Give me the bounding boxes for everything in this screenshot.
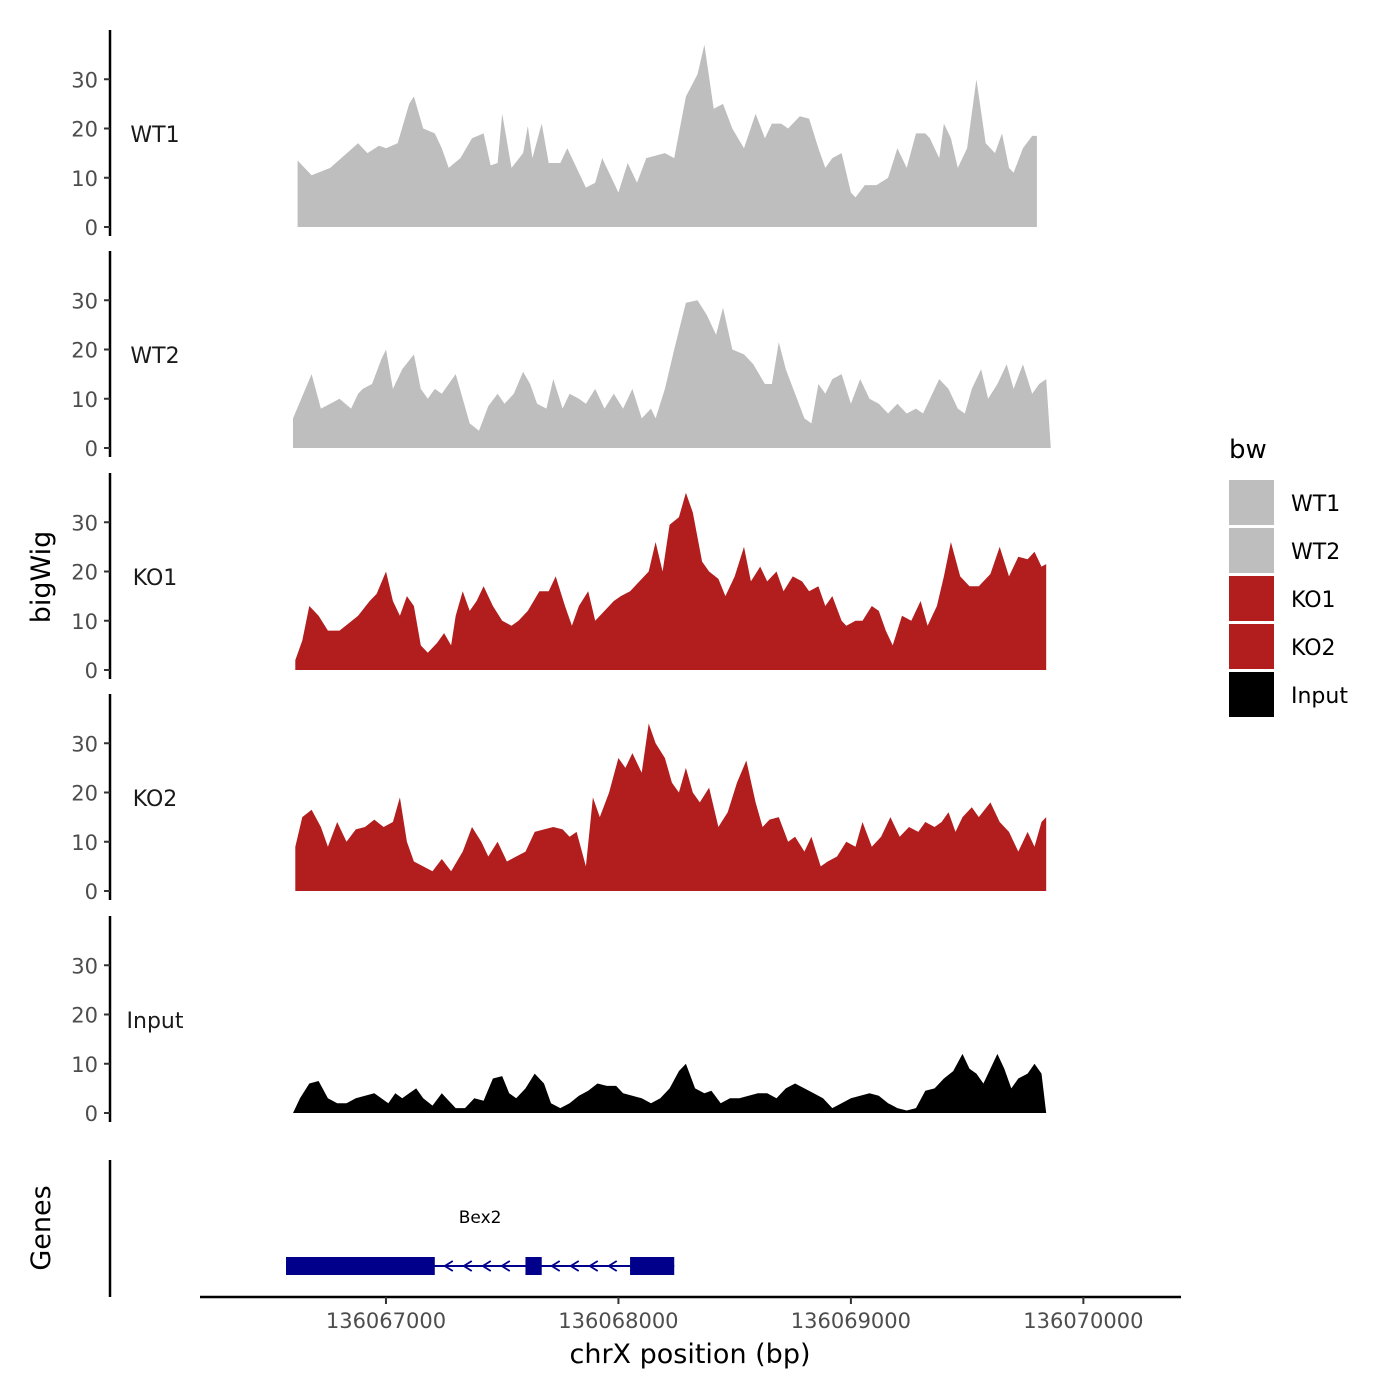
legend-label-wt2: WT2 (1291, 540, 1340, 565)
legend-label-input: Input (1291, 684, 1348, 709)
legend-label-ko1: KO1 (1291, 588, 1336, 613)
track-panels: 0 10 20 30 WT1 0 10 20 30 WT2 0 10 20 30 KO1 0 10 20 30 KO2… (71, 30, 1051, 1126)
y-tick-label: 20 (71, 782, 98, 806)
legend-label-ko2: KO2 (1291, 636, 1336, 661)
legend-label-wt1: WT1 (1291, 492, 1340, 517)
y-tick-label: 0 (85, 880, 98, 904)
strand-arrow (569, 1260, 580, 1272)
y-tick-label: 10 (71, 610, 98, 634)
panel-input: 0 10 20 30 Input (71, 916, 1047, 1126)
track-label-ko2: KO2 (133, 787, 178, 812)
panel-ko2: 0 10 20 30 KO2 (71, 694, 1047, 904)
y-axis-label: bigWig (26, 531, 57, 624)
gene-exon (286, 1257, 435, 1275)
signal-area-ko2 (295, 723, 1047, 891)
signal-area-ko1 (295, 492, 1047, 670)
y-tick-label: 30 (71, 289, 98, 313)
y-tick-label: 0 (85, 437, 98, 461)
gene-axis-label: Genes (26, 1185, 57, 1270)
strand-arrow (462, 1260, 473, 1272)
y-tick-label: 10 (71, 831, 98, 855)
track-label-wt1: WT1 (130, 123, 179, 148)
y-tick-label: 10 (71, 1053, 98, 1077)
y-tick-label: 20 (71, 118, 98, 142)
signal-area-wt1 (297, 44, 1037, 227)
y-tick-label: 20 (71, 561, 98, 585)
y-tick-label: 0 (85, 659, 98, 683)
strand-arrow (500, 1260, 511, 1272)
legend-key-input (1229, 672, 1274, 717)
legend-key-ko2 (1229, 624, 1274, 669)
x-axis-label: chrX position (bp) (569, 1339, 810, 1370)
y-tick-label: 0 (85, 216, 98, 240)
y-tick-label: 20 (71, 339, 98, 363)
gene-exon (630, 1257, 675, 1275)
gene-exon (525, 1257, 542, 1275)
y-tick-label: 0 (85, 1102, 98, 1126)
gene-track: Bex2 (108, 1160, 675, 1297)
x-tick-label: 136070000 (1023, 1309, 1143, 1333)
y-tick-label: 30 (71, 68, 98, 92)
track-label-ko1: KO1 (133, 566, 178, 591)
panel-ko1: 0 10 20 30 KO1 (71, 473, 1047, 683)
strand-arrow (481, 1260, 492, 1272)
gene-name-label: Bex2 (459, 1208, 502, 1228)
strand-arrow (588, 1260, 599, 1272)
y-tick-label: 10 (71, 388, 98, 412)
y-tick-label: 30 (71, 511, 98, 535)
panel-wt1: 0 10 20 30 WT1 (71, 30, 1037, 240)
track-label-input: Input (127, 1009, 184, 1034)
x-axis: 136067000 136068000 136069000 136070000 (200, 1295, 1181, 1333)
y-tick-label: 30 (71, 954, 98, 978)
legend: bw WT1 WT2 KO1 KO2 Input (1229, 435, 1348, 717)
y-tick-label: 10 (71, 167, 98, 191)
y-tick-label: 30 (71, 732, 98, 756)
legend-key-wt1 (1229, 480, 1274, 525)
x-tick-label: 136067000 (326, 1309, 446, 1333)
strand-arrow (443, 1260, 454, 1272)
legend-title: bw (1229, 435, 1267, 465)
strand-arrow (550, 1260, 561, 1272)
x-tick-label: 136069000 (791, 1309, 911, 1333)
signal-area-wt2 (293, 300, 1051, 448)
signal-area-input (293, 1053, 1047, 1113)
panel-wt2: 0 10 20 30 WT2 (71, 251, 1051, 461)
strand-arrow (607, 1260, 618, 1272)
legend-key-wt2 (1229, 528, 1274, 573)
track-label-wt2: WT2 (130, 344, 179, 369)
x-tick-label: 136068000 (558, 1309, 678, 1333)
y-tick-label: 20 (71, 1004, 98, 1028)
legend-key-ko1 (1229, 576, 1274, 621)
